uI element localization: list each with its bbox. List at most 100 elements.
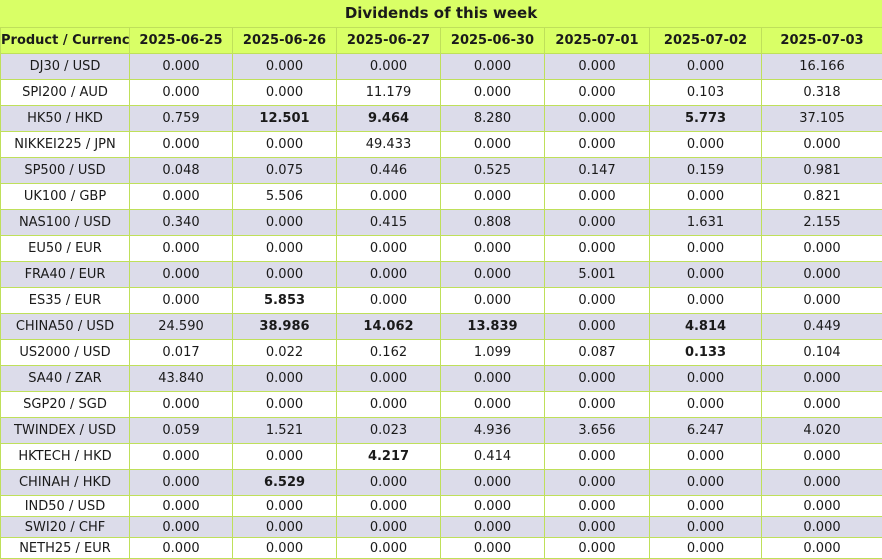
dividend-value-cell: 0.000	[545, 54, 650, 80]
dividend-value-cell: 0.000	[762, 288, 882, 314]
dividend-value-cell: 38.986	[233, 314, 337, 340]
dividend-value-cell: 0.414	[441, 444, 545, 470]
dividend-value-cell: 0.821	[762, 184, 882, 210]
product-cell: IND50 / USD	[1, 496, 130, 517]
dividend-value-cell: 0.023	[337, 418, 441, 444]
product-cell: TWINDEX / USD	[1, 418, 130, 444]
dividend-value-cell: 0.000	[130, 517, 233, 538]
dividend-value-cell: 4.936	[441, 418, 545, 444]
dividend-value-cell: 0.000	[650, 538, 762, 559]
dividend-value-cell: 0.000	[650, 392, 762, 418]
dividend-value-cell: 0.000	[650, 288, 762, 314]
dividend-value-cell: 0.000	[441, 288, 545, 314]
dividend-value-cell: 0.000	[545, 470, 650, 496]
column-header-date: 2025-07-02	[650, 28, 762, 54]
dividend-value-cell: 0.000	[337, 470, 441, 496]
dividend-value-cell: 0.000	[130, 132, 233, 158]
dividend-value-cell: 37.105	[762, 106, 882, 132]
dividend-value-cell: 0.000	[441, 54, 545, 80]
dividend-value-cell: 0.000	[650, 236, 762, 262]
dividend-value-cell: 0.000	[650, 132, 762, 158]
dividend-value-cell: 4.814	[650, 314, 762, 340]
dividend-value-cell: 0.000	[130, 262, 233, 288]
dividend-value-cell: 0.000	[337, 496, 441, 517]
product-cell: SPI200 / AUD	[1, 80, 130, 106]
dividend-value-cell: 0.162	[337, 340, 441, 366]
dividend-value-cell: 0.759	[130, 106, 233, 132]
dividend-value-cell: 0.000	[233, 496, 337, 517]
dividend-value-cell: 0.000	[545, 210, 650, 236]
dividend-value-cell: 0.000	[762, 392, 882, 418]
column-header-date: 2025-06-25	[130, 28, 233, 54]
dividend-value-cell: 1.099	[441, 340, 545, 366]
dividend-value-cell: 2.155	[762, 210, 882, 236]
dividend-value-cell: 24.590	[130, 314, 233, 340]
dividend-value-cell: 0.000	[130, 80, 233, 106]
dividend-value-cell: 0.000	[762, 470, 882, 496]
product-cell: SA40 / ZAR	[1, 366, 130, 392]
dividend-value-cell: 0.000	[650, 470, 762, 496]
column-header-date: 2025-07-03	[762, 28, 882, 54]
dividend-value-cell: 0.000	[441, 392, 545, 418]
dividend-value-cell: 0.000	[650, 496, 762, 517]
dividend-value-cell: 0.000	[650, 262, 762, 288]
dividend-value-cell: 0.048	[130, 158, 233, 184]
dividend-value-cell: 0.000	[545, 106, 650, 132]
dividend-value-cell: 0.000	[650, 517, 762, 538]
dividend-value-cell: 0.000	[233, 236, 337, 262]
dividend-value-cell: 0.000	[762, 496, 882, 517]
table-title: Dividends of this week	[0, 0, 882, 27]
dividend-value-cell: 5.001	[545, 262, 650, 288]
dividend-value-cell: 14.062	[337, 314, 441, 340]
dividend-value-cell: 0.000	[337, 517, 441, 538]
dividend-value-cell: 0.981	[762, 158, 882, 184]
dividend-value-cell: 0.000	[337, 184, 441, 210]
column-header-date: 2025-06-26	[233, 28, 337, 54]
column-header-date: 2025-07-01	[545, 28, 650, 54]
dividend-value-cell: 0.000	[545, 444, 650, 470]
dividend-value-cell: 0.000	[545, 392, 650, 418]
dividend-value-cell: 0.000	[545, 538, 650, 559]
product-cell: US2000 / USD	[1, 340, 130, 366]
dividend-value-cell: 0.087	[545, 340, 650, 366]
dividend-value-cell: 0.449	[762, 314, 882, 340]
dividend-value-cell: 0.000	[337, 392, 441, 418]
product-cell: SP500 / USD	[1, 158, 130, 184]
product-cell: EU50 / EUR	[1, 236, 130, 262]
dividend-value-cell: 0.000	[233, 54, 337, 80]
dividend-value-cell: 0.000	[233, 80, 337, 106]
product-cell: SGP20 / SGD	[1, 392, 130, 418]
dividend-value-cell: 0.000	[650, 366, 762, 392]
dividend-value-cell: 0.000	[762, 538, 882, 559]
dividend-value-cell: 13.839	[441, 314, 545, 340]
dividend-value-cell: 0.525	[441, 158, 545, 184]
dividend-value-cell: 0.000	[762, 366, 882, 392]
dividend-value-cell: 0.000	[762, 444, 882, 470]
product-cell: HKTECH / HKD	[1, 444, 130, 470]
dividend-value-cell: 4.020	[762, 418, 882, 444]
dividend-value-cell: 0.000	[337, 236, 441, 262]
dividend-value-cell: 0.000	[545, 366, 650, 392]
dividend-value-cell: 0.000	[441, 517, 545, 538]
dividend-value-cell: 0.000	[233, 366, 337, 392]
dividend-value-cell: 0.446	[337, 158, 441, 184]
dividend-value-cell: 0.000	[130, 288, 233, 314]
dividend-value-cell: 0.000	[545, 496, 650, 517]
dividend-value-cell: 0.017	[130, 340, 233, 366]
dividend-value-cell: 0.000	[130, 184, 233, 210]
dividend-value-cell: 4.217	[337, 444, 441, 470]
dividend-value-cell: 0.000	[130, 444, 233, 470]
